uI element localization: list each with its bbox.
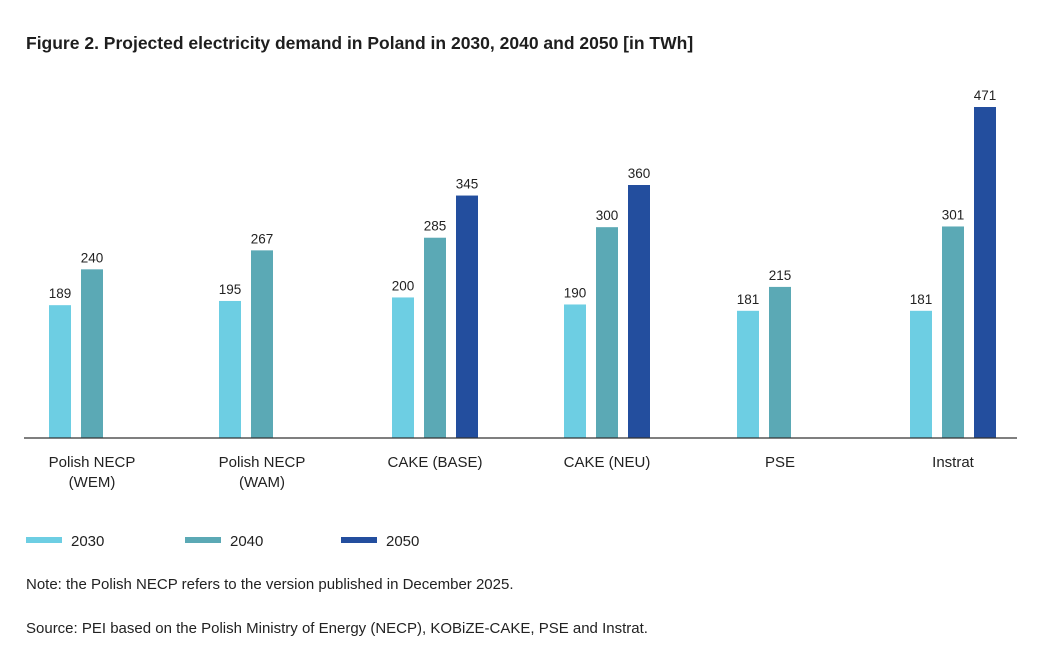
data-label: 190 <box>564 285 587 300</box>
bar-2030 <box>564 304 586 438</box>
bar-2040 <box>596 227 618 438</box>
bar-2050 <box>628 185 650 438</box>
bar-2040 <box>769 286 791 438</box>
data-label: 360 <box>628 166 651 181</box>
chart-note: Note: the Polish NECP refers to the vers… <box>26 576 514 593</box>
data-label: 285 <box>424 219 447 234</box>
legend-label: 2030 <box>71 533 104 550</box>
data-label: 195 <box>219 282 242 297</box>
x-tick-label: Polish NECP <box>219 454 306 471</box>
data-label: 240 <box>81 250 104 265</box>
x-tick-label: CAKE (NEU) <box>564 454 651 471</box>
data-label: 267 <box>251 231 274 246</box>
data-label: 300 <box>596 208 619 223</box>
legend-label: 2040 <box>230 533 263 550</box>
x-tick-label: Instrat <box>932 454 975 471</box>
bar-2040 <box>81 269 103 438</box>
data-label: 471 <box>974 88 997 103</box>
data-label: 301 <box>942 207 965 222</box>
legend-label: 2050 <box>386 533 419 550</box>
bar-2040 <box>424 237 446 438</box>
data-label: 181 <box>910 292 933 307</box>
data-label: 215 <box>769 268 792 283</box>
x-tick-label: Polish NECP <box>49 454 136 471</box>
bar-2030 <box>910 310 932 438</box>
data-label: 200 <box>392 278 415 293</box>
data-label: 181 <box>737 292 760 307</box>
chart-title: Figure 2. Projected electricity demand i… <box>26 33 694 53</box>
bar-2030 <box>392 297 414 438</box>
data-label: 189 <box>49 286 72 301</box>
legend-swatch-2040 <box>185 537 221 543</box>
bar-2040 <box>251 250 273 438</box>
chart-source: Source: PEI based on the Polish Ministry… <box>26 620 648 637</box>
bar-2030 <box>219 300 241 438</box>
x-tick-label: CAKE (BASE) <box>387 454 482 471</box>
legend-swatch-2030 <box>26 537 62 543</box>
bar-2050 <box>974 107 996 438</box>
x-tick-label: PSE <box>765 454 795 471</box>
bar-2030 <box>737 310 759 438</box>
legend-swatch-2050 <box>341 537 377 543</box>
x-tick-label: (WEM) <box>69 474 116 491</box>
bar-2030 <box>49 305 71 438</box>
data-label: 345 <box>456 177 479 192</box>
bar-2050 <box>456 195 478 438</box>
bar-2040 <box>942 226 964 438</box>
x-tick-label: (WAM) <box>239 474 285 491</box>
